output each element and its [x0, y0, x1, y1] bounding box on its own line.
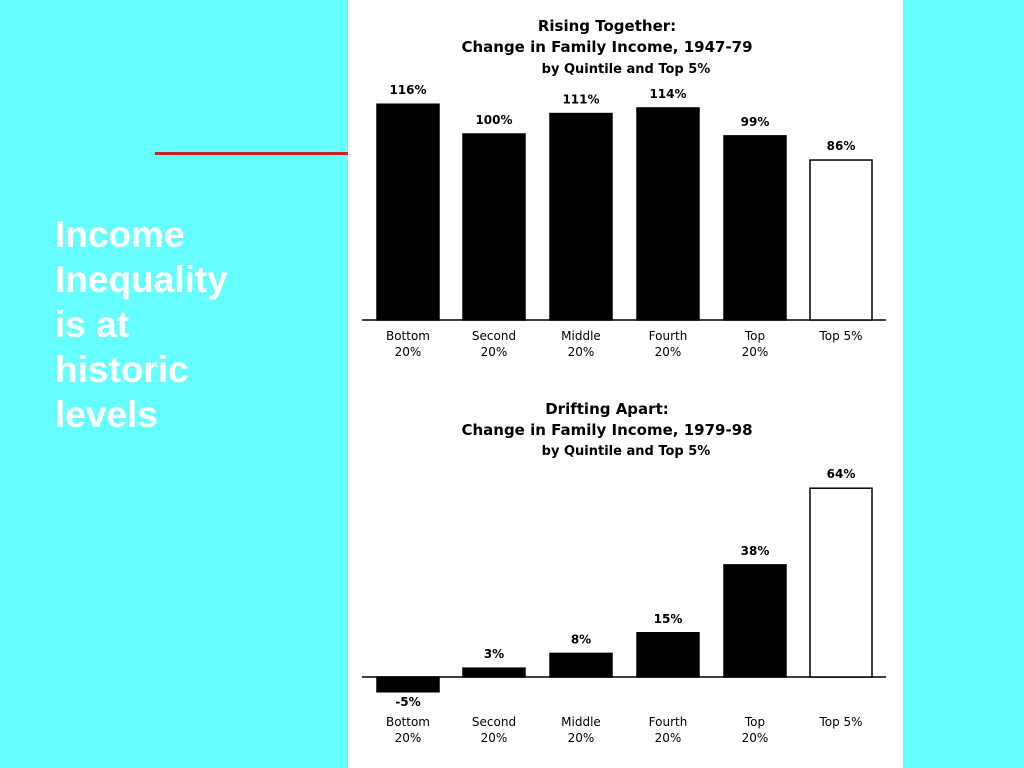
bar — [376, 103, 440, 321]
tick-label: 20% — [742, 731, 769, 745]
data-label: 100% — [475, 113, 512, 127]
slide-title-line: Income — [55, 214, 185, 255]
tick-label: Second — [472, 715, 516, 729]
chart-title: Rising Together: — [538, 17, 676, 35]
tick-label: Top 5% — [818, 329, 862, 343]
tick-label: Middle — [561, 715, 601, 729]
tick-label: Fourth — [649, 329, 688, 343]
chart-title: Drifting Apart: — [545, 400, 669, 418]
bar — [636, 632, 700, 678]
bar — [723, 135, 787, 321]
tick-label: 20% — [395, 345, 422, 359]
chart-subsubtitle: by Quintile and Top 5% — [542, 62, 711, 77]
slide-title: Income Inequality is at historic levels — [55, 212, 285, 437]
slide-title-line: is at — [55, 304, 130, 345]
tick-label: Fourth — [649, 715, 688, 729]
charts-svg: Rising Together: Change in Family Income,… — [362, 17, 886, 745]
chart-rising-together: Rising Together: Change in Family Income,… — [362, 17, 886, 359]
bar — [809, 487, 873, 678]
bar — [549, 112, 613, 321]
slide-title-line: Inequality — [55, 259, 228, 300]
accent-rule — [155, 152, 350, 155]
data-label: 38% — [741, 544, 770, 558]
tick-label: Bottom — [386, 715, 430, 729]
bar — [376, 676, 440, 693]
tick-label: Second — [472, 329, 516, 343]
tick-label: Top 5% — [818, 715, 862, 729]
data-label: 99% — [741, 115, 770, 129]
tick-label: Top — [744, 715, 765, 729]
tick-label: 20% — [568, 345, 595, 359]
bar — [462, 667, 526, 678]
tick-label: 20% — [395, 731, 422, 745]
data-label: 64% — [827, 467, 856, 481]
data-label: 3% — [484, 647, 504, 661]
bar — [809, 159, 873, 321]
tick-label: 20% — [742, 345, 769, 359]
data-label: 116% — [389, 83, 426, 97]
chart-drifting-apart: Drifting Apart: Change in Family Income, … — [362, 400, 886, 745]
tick-label: Top — [744, 329, 765, 343]
tick-label: 20% — [481, 345, 508, 359]
slide-title-line: levels — [55, 394, 158, 435]
tick-label: 20% — [481, 731, 508, 745]
tick-label: Bottom — [386, 329, 430, 343]
data-label: 86% — [827, 139, 856, 153]
data-label: -5% — [395, 695, 420, 709]
bar — [462, 133, 526, 321]
tick-label: Middle — [561, 329, 601, 343]
data-label: 8% — [571, 632, 591, 646]
tick-label: 20% — [655, 731, 682, 745]
data-label: 111% — [562, 93, 599, 107]
tick-label: 20% — [655, 345, 682, 359]
bar — [723, 564, 787, 678]
tick-label: 20% — [568, 731, 595, 745]
chart-subtitle: Change in Family Income, 1947-79 — [461, 38, 752, 56]
data-label: 15% — [654, 612, 683, 626]
chart-subtitle: Change in Family Income, 1979-98 — [461, 421, 752, 439]
bar — [549, 652, 613, 678]
chart-figure: Rising Together: Change in Family Income,… — [348, 0, 903, 768]
chart-subsubtitle: by Quintile and Top 5% — [542, 444, 711, 459]
data-label: 114% — [649, 87, 686, 101]
bar — [636, 107, 700, 321]
slide-title-line: historic — [55, 349, 189, 390]
